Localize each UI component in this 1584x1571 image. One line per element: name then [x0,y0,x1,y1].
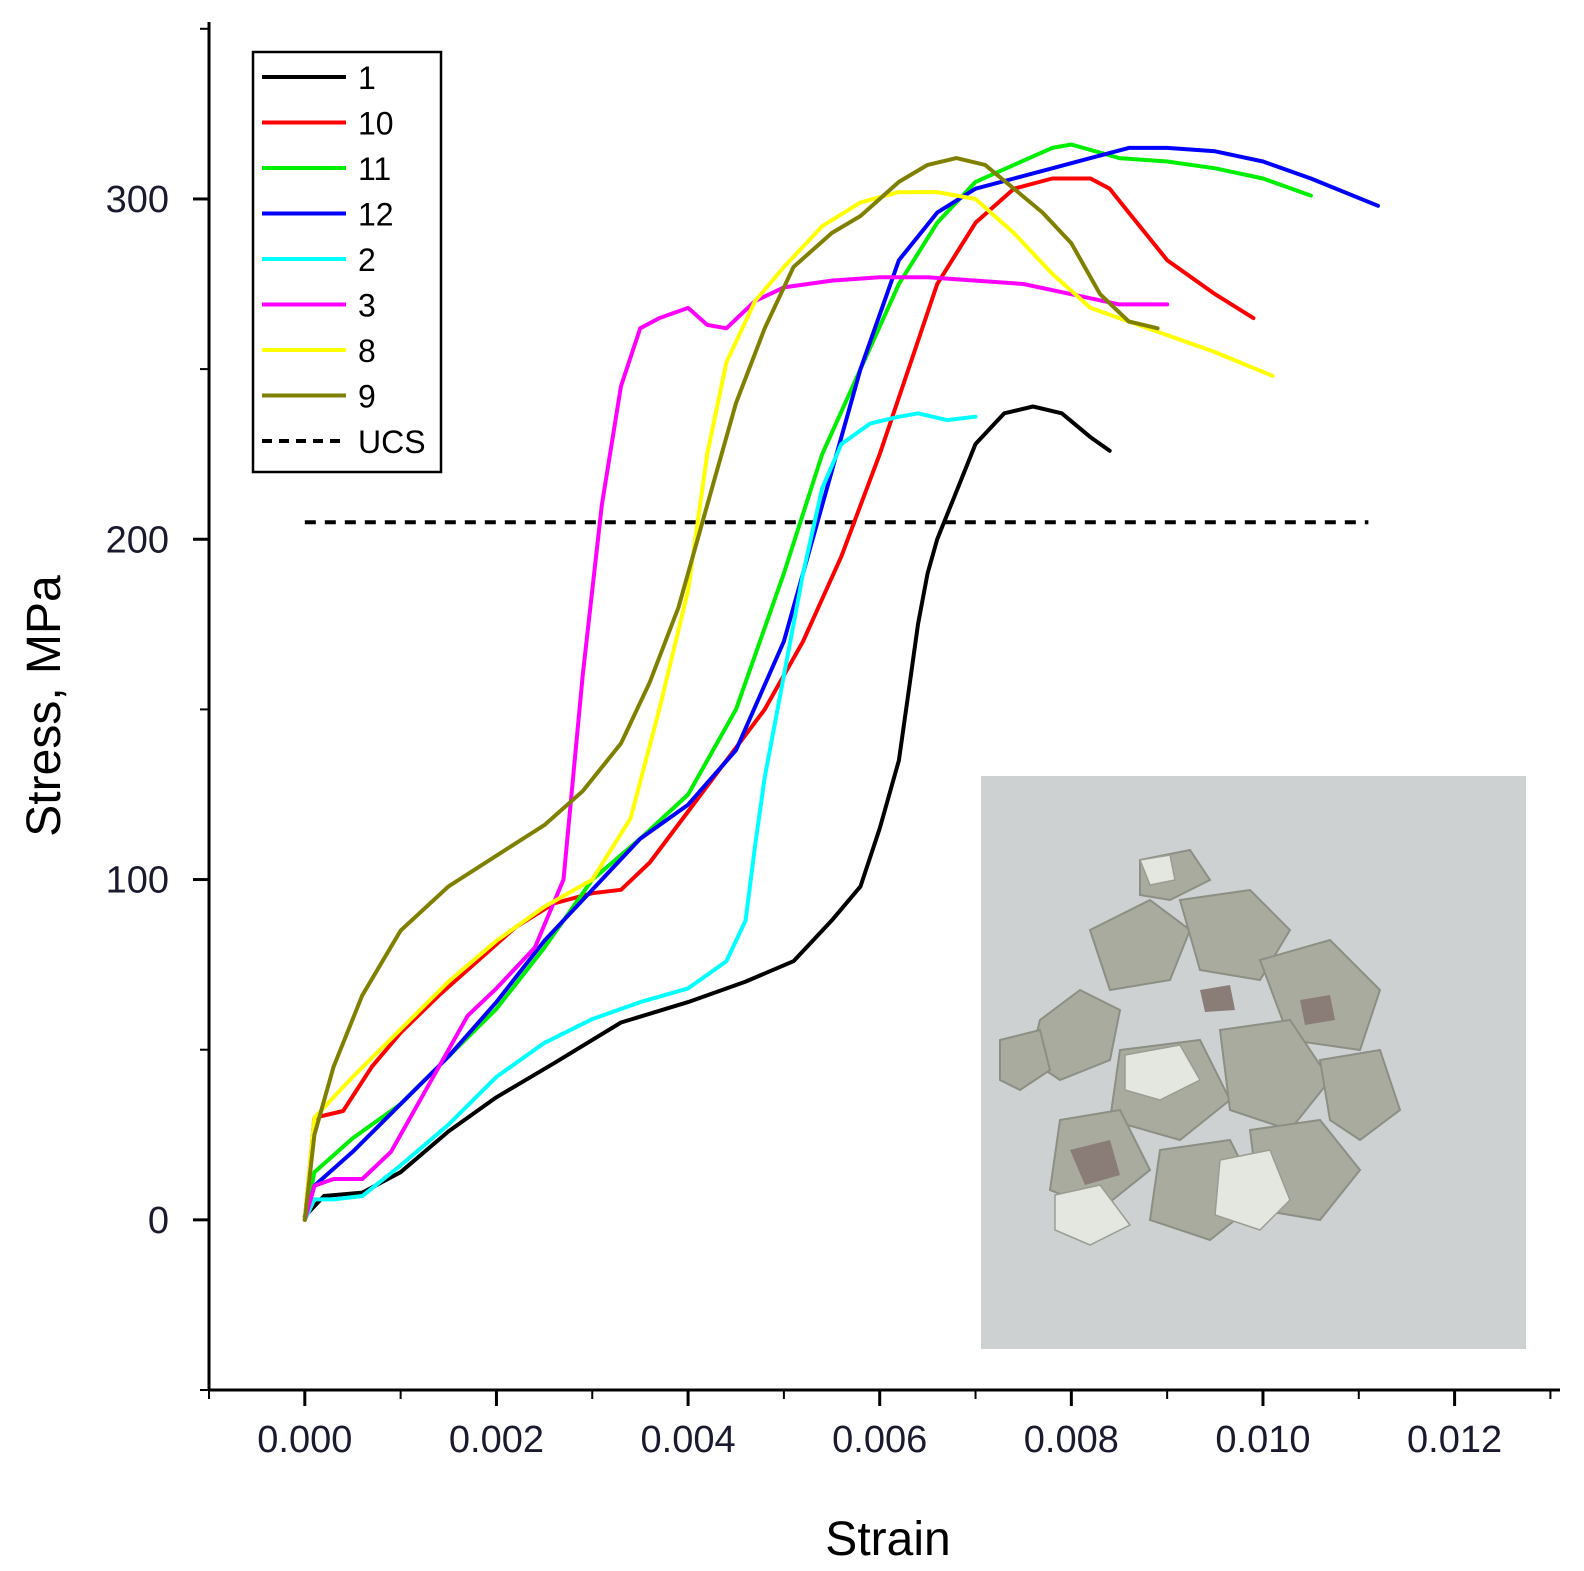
series-group [302,142,1380,1222]
legend-label-8: 8 [358,333,376,369]
series-line-10 [302,176,1256,1222]
series-line-12 [302,145,1380,1222]
legend-label-11: 11 [358,151,391,187]
legend: 1 10 11 12 2 3 8 9 UCS [251,50,443,474]
legend-box [251,50,443,474]
legend-label-9: 9 [358,379,376,415]
x-tick-label: 0.000 [257,1419,352,1461]
x-tick-label: 0.004 [641,1419,736,1461]
y-axis-title: Stress, MPa [18,575,71,837]
legend-label-12: 12 [358,197,394,233]
legend-label-10: 10 [358,106,394,142]
series-line-2 [302,411,978,1222]
y-tick-label: 300 [106,179,169,221]
y-tick-label: 100 [106,860,169,902]
x-tick-label: 0.006 [832,1419,927,1461]
y-tick-label: 200 [106,519,169,561]
x-tick-label: 0.008 [1024,1419,1119,1461]
crushed-rock-photo-icon [981,776,1526,1349]
axis-ticks: 0.000 0.002 0.004 0.006 0.008 0.010 0.012 0 100 2… [106,27,1552,1461]
series-line-9 [302,156,1160,1222]
legend-label-3: 3 [358,288,376,324]
x-tick-label: 0.012 [1407,1419,1502,1461]
axes-frame [207,22,1560,1392]
x-tick-label: 0.010 [1215,1419,1310,1461]
series-line-8 [302,190,1275,1222]
series-line-3 [302,275,1170,1222]
legend-label-UCS: UCS [358,424,426,460]
legend-label-1: 1 [358,60,376,96]
series-line-1 [302,404,1112,1219]
y-tick-label: 0 [148,1200,169,1242]
x-tick-label: 0.002 [449,1419,544,1461]
x-axis-title: Strain [825,1513,950,1566]
legend-label-2: 2 [358,242,376,278]
